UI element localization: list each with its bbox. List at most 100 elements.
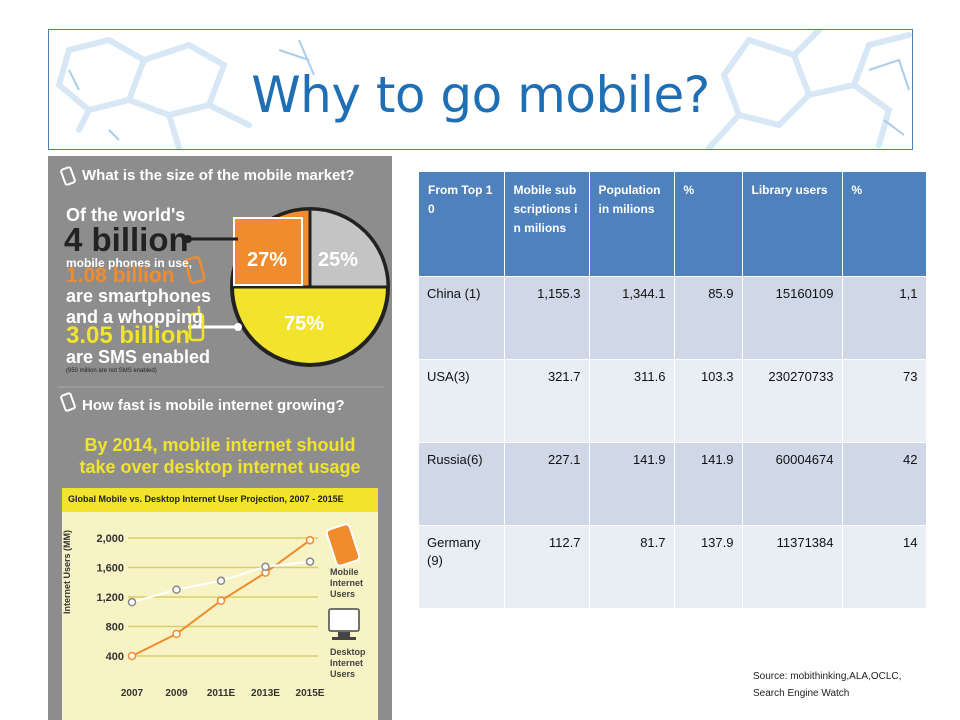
mobile-stats-table: From Top 10 Mobile subscriptions in mili… bbox=[419, 172, 927, 608]
table-row: Russia(6) 227.1 141.9 141.9 60004674 42 bbox=[419, 441, 927, 525]
data-point bbox=[216, 576, 226, 586]
source-citation: Source: mobithinking,ALA,OCLC, Search En… bbox=[753, 668, 953, 702]
table-cell: 1,344.1 bbox=[589, 275, 675, 359]
table-cell: 42 bbox=[842, 441, 927, 525]
table-cell: 1,155.3 bbox=[504, 275, 590, 359]
x-tick-label: 2009 bbox=[165, 688, 188, 699]
stat-footnote: (950 million are not SMS enabled) bbox=[66, 368, 157, 374]
legend-desktop-line: Users bbox=[330, 669, 356, 679]
y-tick-label: 1,600 bbox=[96, 563, 124, 575]
mobile-infographic: 2,000 1,600 1,200 800 400 2007 2009 2011E 2013E 2… bbox=[48, 156, 392, 720]
table-cell: China (1) bbox=[419, 275, 505, 359]
mobile-device-icon bbox=[325, 523, 361, 567]
table-header-row: From Top 10 Mobile subscriptions in mili… bbox=[419, 172, 927, 276]
legend-mobile: Mobile Internet Users bbox=[330, 567, 363, 600]
table-cell: Germany (9) bbox=[419, 524, 505, 608]
question-growth: How fast is mobile internet growing? bbox=[82, 397, 345, 414]
infographic-graphics: 2,000 1,600 1,200 800 400 2007 2009 2011E 2013E 2… bbox=[58, 166, 390, 720]
column-header: From Top 10 bbox=[419, 172, 505, 276]
headline-line-2: take over desktop internet usage bbox=[79, 457, 361, 477]
stat-4-billion: 4 billion bbox=[64, 221, 189, 258]
legend-mobile-line: Internet bbox=[330, 578, 364, 588]
table-cell: 141.9 bbox=[589, 441, 675, 525]
column-header: Population in milions bbox=[589, 172, 675, 276]
title-banner: Why to go mobile? bbox=[48, 29, 913, 150]
chart-title: Global Mobile vs. Desktop Internet User … bbox=[68, 494, 344, 504]
stat-line: mobile phones in use, bbox=[66, 256, 193, 270]
table-cell: 1,1 bbox=[842, 275, 927, 359]
connector-dot bbox=[234, 323, 242, 331]
y-tick-label: 800 bbox=[106, 622, 124, 634]
stat-3-05-billion: 3.05 billion bbox=[66, 322, 191, 349]
legend-desktop-line: Desktop bbox=[330, 647, 366, 657]
table-cell: 227.1 bbox=[504, 441, 590, 525]
data-point bbox=[261, 562, 270, 572]
phone-icon bbox=[60, 166, 76, 186]
y-tick-label: 2,000 bbox=[96, 533, 124, 545]
table-cell: 311.6 bbox=[589, 358, 675, 442]
source-line: Source: mobithinking,ALA,OCLC, bbox=[753, 671, 902, 682]
table-row: USA(3) 321.7 311.6 103.3 230270733 73 bbox=[419, 358, 927, 442]
table-cell: 103.3 bbox=[674, 358, 743, 442]
table-row: Germany (9) 112.7 81.7 137.9 11371384 14 bbox=[419, 524, 927, 608]
stat-line: are SMS enabled bbox=[66, 347, 211, 367]
table-cell: 15160109 bbox=[742, 275, 843, 359]
stat-1-08-billion: 1.08 billion bbox=[66, 264, 175, 287]
pie-label-75: 75% bbox=[284, 313, 325, 335]
data-point bbox=[305, 535, 315, 545]
x-tick-label: 2013E bbox=[251, 688, 280, 699]
column-header: % bbox=[842, 172, 927, 276]
question-market-size: What is the size of the mobile market? bbox=[82, 167, 355, 184]
legend-desktop: Desktop Internet Users bbox=[330, 647, 366, 680]
y-tick-label: 1,200 bbox=[96, 592, 124, 604]
y-axis-label: Internet Users (MM) bbox=[62, 530, 78, 614]
stat-line: Of the world's bbox=[66, 205, 186, 225]
table-cell: 60004674 bbox=[742, 441, 843, 525]
table-cell: 112.7 bbox=[504, 524, 590, 608]
table-cell: 141.9 bbox=[674, 441, 743, 525]
data-point bbox=[172, 585, 181, 594]
table-cell: 73 bbox=[842, 358, 927, 442]
stat-line: and a whopping bbox=[66, 307, 203, 327]
table-cell: 81.7 bbox=[589, 524, 675, 608]
smartphone-icon bbox=[184, 256, 206, 284]
table-cell: 230270733 bbox=[742, 358, 843, 442]
pie-label-27: 27% bbox=[247, 249, 288, 271]
network-background bbox=[55, 30, 912, 149]
legend-desktop-line: Internet bbox=[330, 658, 364, 668]
x-tick-label: 2007 bbox=[121, 688, 144, 699]
data-point bbox=[172, 629, 181, 639]
legend-mobile-line: Users bbox=[330, 589, 356, 599]
phone-icon bbox=[60, 392, 76, 412]
legend-mobile-line: Mobile bbox=[330, 567, 359, 577]
data-point bbox=[127, 597, 137, 607]
data-point bbox=[305, 557, 315, 566]
source-line: Search Engine Watch bbox=[753, 688, 850, 699]
column-header: Mobile subscriptions in milions bbox=[504, 172, 590, 276]
table-cell: 85.9 bbox=[674, 275, 743, 359]
chart-series bbox=[127, 535, 315, 661]
table-cell: 321.7 bbox=[504, 358, 590, 442]
chart-title-bar bbox=[62, 488, 378, 512]
connector-dot bbox=[184, 235, 192, 243]
y-tick-label: 400 bbox=[106, 651, 124, 663]
x-tick-label: 2015E bbox=[296, 688, 325, 699]
headline-line-1: By 2014, mobile internet should bbox=[84, 435, 356, 455]
market-pie-chart bbox=[230, 207, 390, 367]
table-cell: Russia(6) bbox=[419, 441, 505, 525]
column-header: % bbox=[674, 172, 743, 276]
x-tick-label: 2011E bbox=[207, 688, 236, 699]
stat-line: are smartphones bbox=[66, 286, 212, 306]
chart-grid: 2,000 1,600 1,200 800 400 2007 2009 2011E 2013E 2… bbox=[96, 533, 324, 699]
desktop-computer-icon bbox=[328, 608, 360, 640]
data-point bbox=[127, 651, 137, 661]
table-cell: 14 bbox=[842, 524, 927, 608]
slide-title: Why to go mobile? bbox=[251, 66, 710, 124]
table-row: China (1) 1,155.3 1,344.1 85.9 15160109 … bbox=[419, 275, 927, 359]
table-cell: USA(3) bbox=[419, 358, 505, 442]
column-header: Library users bbox=[742, 172, 843, 276]
cellphone-icon bbox=[188, 306, 205, 342]
pie-label-25: 25% bbox=[318, 249, 359, 271]
data-point bbox=[216, 596, 226, 605]
table-cell: 137.9 bbox=[674, 524, 743, 608]
